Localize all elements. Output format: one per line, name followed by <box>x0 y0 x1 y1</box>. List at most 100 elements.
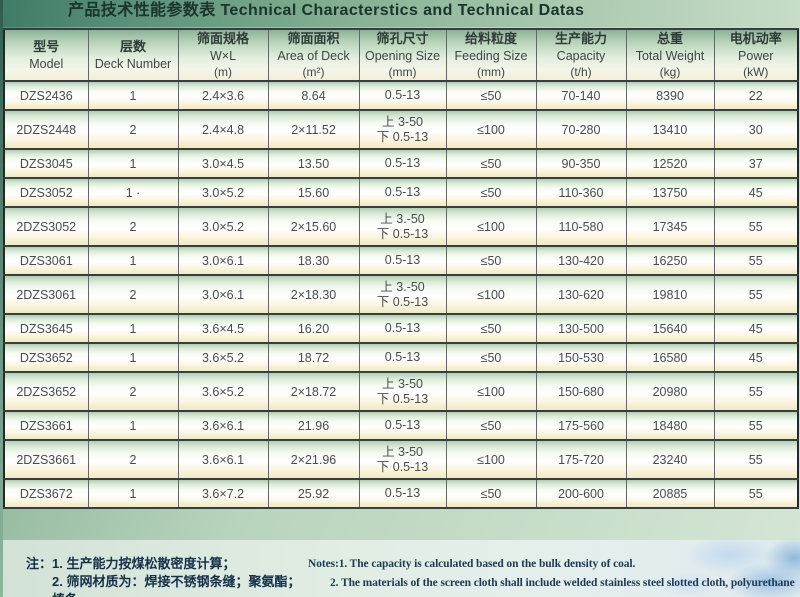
cell-feeding: ≤100 <box>445 439 537 480</box>
cell-weight: 13750 <box>625 177 715 208</box>
note-zh-1: 注：1. 生产能力按煤松散密度计算； <box>26 556 236 571</box>
cell-capacity: 150-680 <box>535 371 627 412</box>
notes-chinese: 注：1. 生产能力按煤松散密度计算； 2. 筛网材质为：焊接不锈钢条缝；聚氨酯；… <box>26 555 308 597</box>
header-zh: 给料粒度 <box>464 31 517 46</box>
cell-capacity: 175-560 <box>535 410 627 441</box>
cell-power: 45 <box>713 342 799 373</box>
header-unit: (mm) <box>477 65 505 79</box>
cell-capacity: 175-720 <box>535 439 627 480</box>
cell-opening: 0.5-13 <box>358 478 447 509</box>
cell-weight: 12520 <box>625 148 715 179</box>
cell-model: DZS3061 <box>3 245 89 276</box>
header-en: Feeding Size <box>454 49 528 63</box>
header-zh: 生产能力 <box>554 31 607 46</box>
cell-deck: 2 <box>87 274 179 315</box>
cell-area: 2×15.60 <box>267 206 360 247</box>
table-row: DZS3052 1 · 3.0×5.2 15.60 0.5-13 ≤50 110-360 13… <box>3 177 799 208</box>
cell-power: 55 <box>713 206 799 247</box>
cell-opening: 0.5-13 <box>358 410 447 441</box>
table-row: DZS3061 1 3.0×6.1 18.30 0.5-13 ≤50 130-420 1625… <box>3 245 799 276</box>
cell-feeding: ≤100 <box>445 109 537 150</box>
note-en-1: Notes:1. The capacity is calculated base… <box>308 558 636 570</box>
header-unit: (kg) <box>659 65 681 79</box>
cell-area: 2×11.52 <box>267 109 360 150</box>
cell-opening: 0.5-13 <box>358 342 447 373</box>
cell-area: 21.96 <box>267 410 360 441</box>
title-band: 产品技术性能参数表 Technical Characterstics and T… <box>0 0 800 27</box>
cell-area: 18.30 <box>267 245 360 276</box>
cell-deck: 1 <box>87 478 179 509</box>
cell-capacity: 70-140 <box>535 80 627 111</box>
header-unit: (m) <box>214 65 232 79</box>
cell-model: DZS3045 <box>3 148 89 179</box>
cell-model: DZS3645 <box>3 313 89 344</box>
cell-opening: 上 3.-50 下 0.5-13 <box>358 274 447 315</box>
cell-model: 2DZS3052 <box>3 206 89 247</box>
table-row: 2DZS3052 2 3.0×5.2 2×15.60 上 3.-50 下 0.5-13 ≤… <box>3 206 799 247</box>
cell-feeding: ≤50 <box>445 313 537 344</box>
header-en: Area of Deck <box>277 49 350 63</box>
cell-deck: 2 <box>87 109 179 150</box>
header-en: Total Weight <box>635 49 705 63</box>
cell-capacity: 150-530 <box>535 342 627 373</box>
cell-weight: 18480 <box>625 410 715 441</box>
cell-area: 16.20 <box>267 313 360 344</box>
cell-model: 2DZS3061 <box>3 274 89 315</box>
col-header-power: 电机动率 Power (kW) <box>713 28 799 82</box>
cell-size: 3.6×5.2 <box>177 342 269 373</box>
cell-deck: 1 <box>87 313 179 344</box>
table-row: 2DZS3652 2 3.6×5.2 2×18.72 上 3-50 下 0.5-13 ≤1… <box>3 371 799 412</box>
cell-power: 55 <box>713 478 799 509</box>
cell-opening: 0.5-13 <box>358 313 447 344</box>
header-zh: 型号 <box>33 38 60 54</box>
cell-opening: 0.5-13 <box>358 80 447 111</box>
cell-size: 3.6×5.2 <box>177 371 269 412</box>
cell-weight: 15640 <box>625 313 715 344</box>
cell-power: 55 <box>713 274 799 315</box>
cell-size: 3.6×7.2 <box>177 478 269 509</box>
cell-feeding: ≤50 <box>445 410 537 441</box>
cell-deck: 2 <box>87 439 179 480</box>
cell-feeding: ≤50 <box>445 245 537 276</box>
note-zh-2: 2. 筛网材质为：焊接不锈钢条缝；聚氨酯；棒条。 <box>52 574 301 597</box>
cell-feeding: ≤50 <box>445 342 537 373</box>
cell-power: 55 <box>713 439 799 480</box>
table-row: DZS3661 1 3.6×6.1 21.96 0.5-13 ≤50 175-560 1848… <box>3 410 799 441</box>
header-zh: 筛孔尺寸 <box>376 31 429 46</box>
table-row: DZS3672 1 3.6×7.2 25.92 0.5-13 ≤50 200-600 2088… <box>3 478 799 509</box>
cell-weight: 17345 <box>625 206 715 247</box>
cell-capacity: 200-600 <box>535 478 627 509</box>
cell-size: 3.6×6.1 <box>177 439 269 480</box>
cell-area: 18.72 <box>267 342 360 373</box>
cell-model: DZS3652 <box>3 342 89 373</box>
header-en: Capacity <box>556 49 606 63</box>
cell-area: 8.64 <box>267 80 360 111</box>
cell-size: 3.0×6.1 <box>177 274 269 315</box>
col-header-opening-size: 筛孔尺寸 Opening Size (mm) <box>358 28 447 82</box>
cell-capacity: 90-350 <box>535 148 627 179</box>
cell-size: 3.6×6.1 <box>177 410 269 441</box>
table-row: DZS3645 1 3.6×4.5 16.20 0.5-13 ≤50 130-500 1564… <box>3 313 799 344</box>
cell-weight: 13410 <box>625 109 715 150</box>
cell-area: 13.50 <box>267 148 360 179</box>
cell-feeding: ≤50 <box>445 478 537 509</box>
cell-size: 3.0×5.2 <box>177 177 269 208</box>
table-row: 2DZS2448 2 2.4×4.8 2×11.52 上 3-50 下 0.5-13 ≤1… <box>3 109 799 150</box>
page-title: 产品技术性能参数表 Technical Characterstics and T… <box>68 2 585 19</box>
cell-power: 55 <box>713 371 799 412</box>
cell-size: 3.0×6.1 <box>177 245 269 276</box>
cell-deck: 2 <box>87 206 179 247</box>
header-zh: 电机动率 <box>729 31 782 46</box>
header-en: W×L <box>209 49 237 63</box>
cell-opening: 上 3-50 下 0.5-13 <box>358 109 447 150</box>
cell-deck: 1 <box>87 342 179 373</box>
cell-weight: 23240 <box>625 439 715 480</box>
cell-opening: 0.5-13 <box>358 148 447 179</box>
cell-opening: 上 3.-50 下 0.5-13 <box>358 206 447 247</box>
cell-capacity: 110-580 <box>535 206 627 247</box>
notes-section: 注：1. 生产能力按煤松散密度计算； 2. 筛网材质为：焊接不锈钢条缝；聚氨酯；… <box>0 537 800 597</box>
cell-power: 45 <box>713 177 799 208</box>
table-row: 2DZS3661 2 3.6×6.1 2×21.96 上 3-50 下 0.5-13 ≤1… <box>3 439 799 480</box>
cell-opening: 0.5-13 <box>358 245 447 276</box>
